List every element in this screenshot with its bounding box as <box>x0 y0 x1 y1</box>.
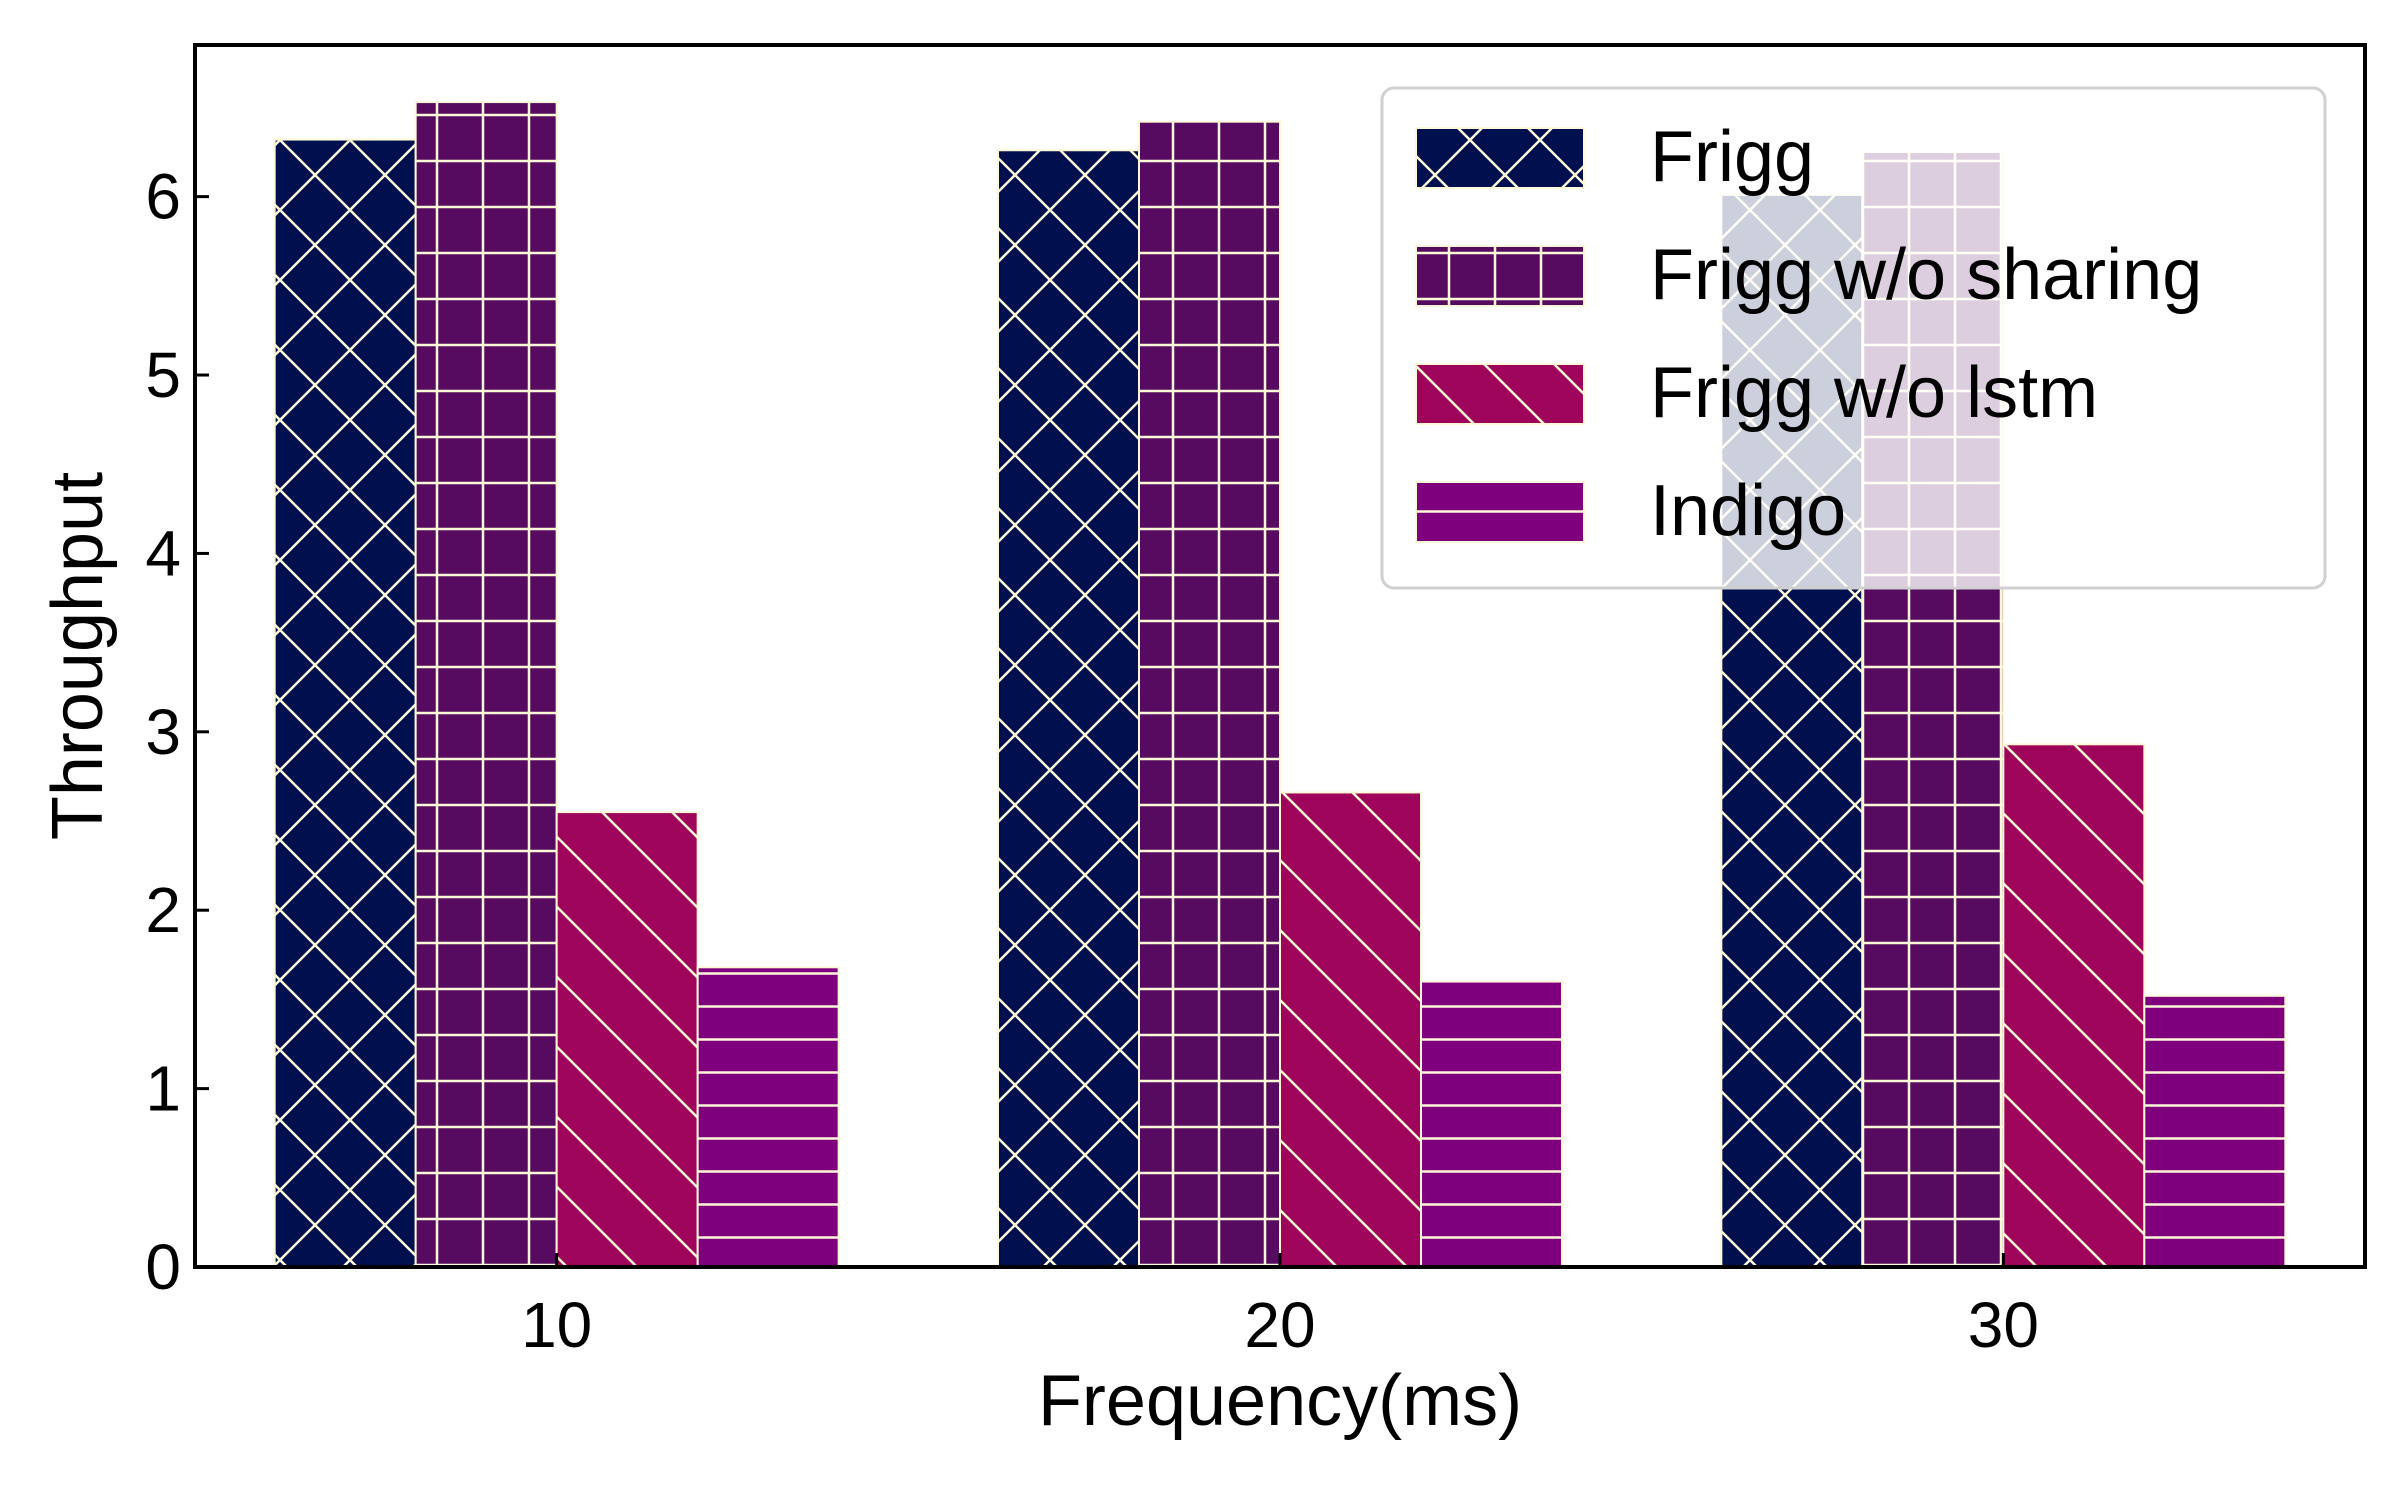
bar-frigg-20 <box>997 149 1140 1268</box>
y-tick-label: 5 <box>145 339 181 411</box>
bars-layer <box>273 101 2287 1269</box>
axes-layer: 0 1 2 3 4 5 6 10 20 30 Frequency(ms) Throughput <box>38 43 2367 1441</box>
x-tick-label: 30 <box>1968 1289 2039 1361</box>
legend-swatch-indigo <box>1415 481 1585 543</box>
y-tick-label: 1 <box>145 1053 181 1125</box>
y-tick-label: 6 <box>145 161 181 233</box>
legend-label-indigo: Indigo <box>1650 471 1846 551</box>
legend-swatch-frigg <box>1415 127 1585 189</box>
x-tick-label: 20 <box>1244 1289 1315 1361</box>
y-tick-label: 0 <box>145 1231 181 1303</box>
legend-label-frigg-w-o-lstm: Frigg w/o lstm <box>1650 353 2098 433</box>
bar-frigg-w-o-sharing-10 <box>414 101 558 1268</box>
x-axis-label: Frequency(ms) <box>1038 1361 1522 1441</box>
legend: Frigg Frigg w/o sharing Frigg w/o lstm Indi… <box>1380 86 2327 590</box>
bar-indigo-30 <box>2143 994 2287 1268</box>
bar-frigg-w-o-lstm-30 <box>2002 743 2146 1268</box>
bar-frigg-10 <box>273 138 417 1268</box>
x-tick-label: 10 <box>521 1289 592 1361</box>
y-tick-label: 4 <box>145 517 181 589</box>
bar-frigg-w-o-lstm-20 <box>1279 791 1422 1269</box>
y-axis-label: Throughput <box>38 472 118 840</box>
legend-box <box>1380 86 2327 590</box>
legend-swatch-frigg-w-o-sharing <box>1415 245 1585 307</box>
bar-indigo-10 <box>696 966 840 1268</box>
legend-swatch-frigg-w-o-lstm <box>1415 363 1585 425</box>
y-tick-label: 3 <box>145 696 181 768</box>
bar-frigg-w-o-sharing-20 <box>1138 120 1281 1269</box>
legend-label-frigg-w-o-sharing: Frigg w/o sharing <box>1650 235 2202 315</box>
y-tick-label: 2 <box>145 874 181 946</box>
legend-label-frigg: Frigg <box>1650 117 1814 197</box>
bar-indigo-20 <box>1420 980 1563 1268</box>
bar-frigg-w-o-lstm-10 <box>555 811 699 1269</box>
